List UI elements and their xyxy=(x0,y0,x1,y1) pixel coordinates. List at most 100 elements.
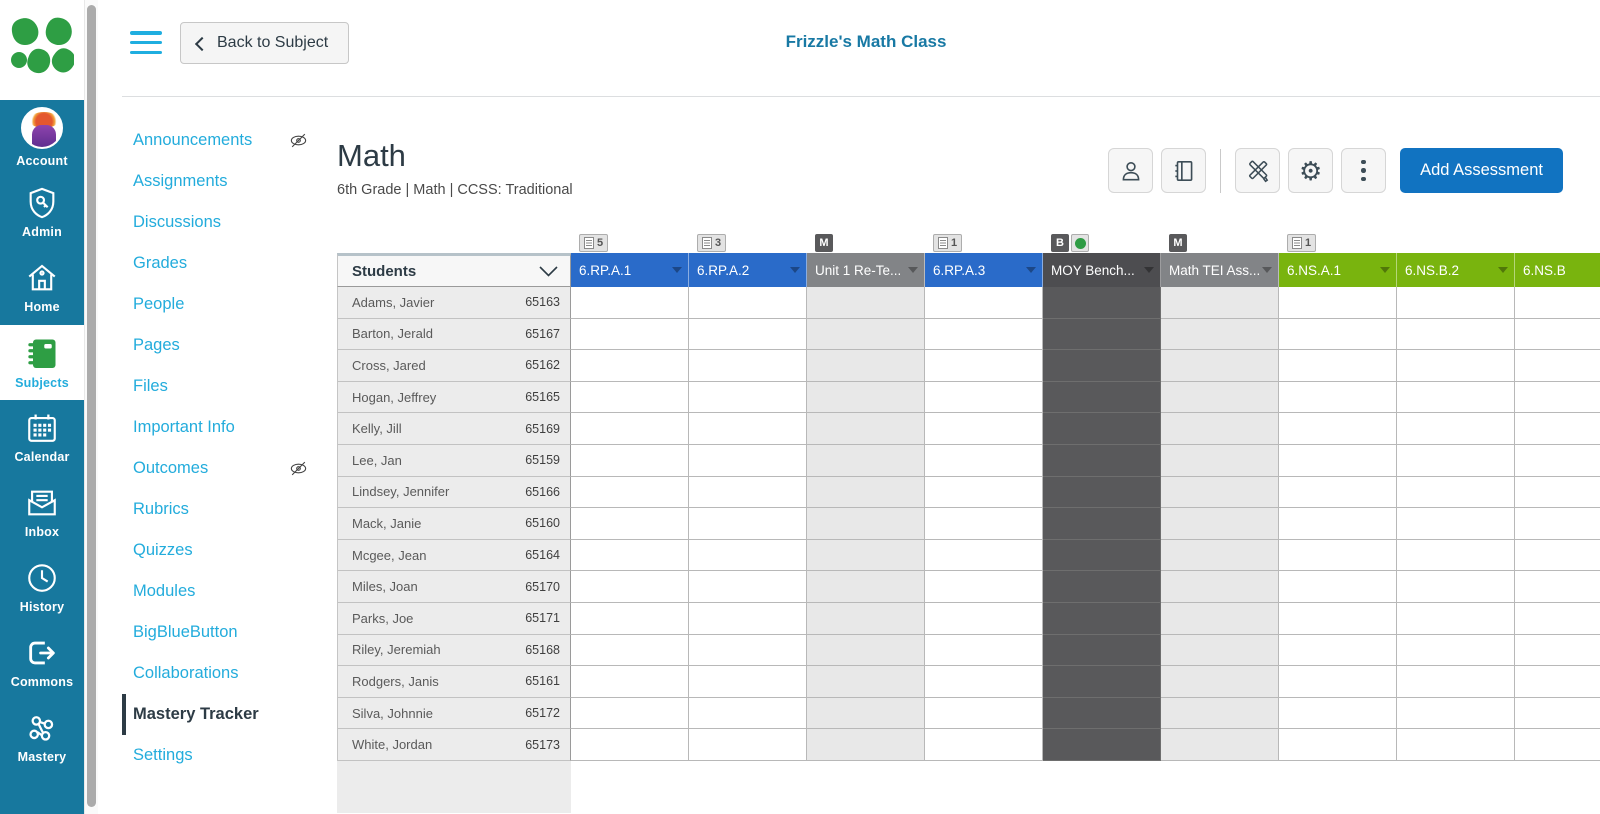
score-cell[interactable] xyxy=(1279,444,1397,477)
score-cell[interactable] xyxy=(1515,634,1600,667)
score-cell[interactable] xyxy=(1515,602,1600,635)
score-cell[interactable] xyxy=(1043,413,1161,445)
sidebar-item-commons[interactable]: Commons xyxy=(0,625,84,700)
score-cell[interactable] xyxy=(1161,571,1279,603)
score-cell[interactable] xyxy=(1161,697,1279,730)
score-cell[interactable] xyxy=(807,729,925,761)
sidebar-item-home[interactable]: Home xyxy=(0,250,84,325)
score-cell[interactable] xyxy=(571,350,689,382)
student-cell[interactable]: White, Jordan 65173 xyxy=(337,729,571,761)
student-cell[interactable]: Lindsey, Jennifer 65166 xyxy=(337,476,571,509)
score-cell[interactable] xyxy=(1279,508,1397,540)
score-cell[interactable] xyxy=(689,571,807,603)
score-cell[interactable] xyxy=(807,634,925,667)
score-cell[interactable] xyxy=(807,666,925,698)
student-cell[interactable]: Hogan, Jeffrey 65165 xyxy=(337,381,571,414)
score-cell[interactable] xyxy=(1043,508,1161,540)
score-cell[interactable] xyxy=(1161,476,1279,509)
score-cell[interactable] xyxy=(689,413,807,445)
score-cell[interactable] xyxy=(1279,350,1397,382)
dropdown-arrow-icon[interactable] xyxy=(1262,267,1272,273)
score-cell[interactable] xyxy=(1043,350,1161,382)
score-cell[interactable] xyxy=(1515,476,1600,509)
score-cell[interactable] xyxy=(1515,666,1600,698)
score-cell[interactable] xyxy=(807,602,925,635)
score-cell[interactable] xyxy=(571,666,689,698)
course-nav-item-assignments[interactable]: Assignments xyxy=(122,161,308,202)
sidebar-item-mastery[interactable]: Mastery xyxy=(0,700,84,775)
score-cell[interactable] xyxy=(1043,539,1161,572)
score-cell[interactable] xyxy=(1515,539,1600,572)
score-cell[interactable] xyxy=(1397,666,1515,698)
student-cell[interactable]: Kelly, Jill 65169 xyxy=(337,413,571,445)
score-cell[interactable] xyxy=(807,539,925,572)
assessment-column-header[interactable]: Unit 1 Re-Te... xyxy=(807,253,925,287)
student-cell[interactable]: Rodgers, Janis 65161 xyxy=(337,666,571,698)
score-cell[interactable] xyxy=(807,697,925,730)
score-cell[interactable] xyxy=(1043,318,1161,351)
score-cell[interactable] xyxy=(925,350,1043,382)
score-cell[interactable] xyxy=(1397,444,1515,477)
dropdown-arrow-icon[interactable] xyxy=(672,267,682,273)
student-cell[interactable]: Lee, Jan 65159 xyxy=(337,444,571,477)
course-nav-item-grades[interactable]: Grades xyxy=(122,243,308,284)
course-nav-item-mastery-tracker[interactable]: Mastery Tracker xyxy=(122,694,308,735)
score-cell[interactable] xyxy=(571,571,689,603)
score-cell[interactable] xyxy=(1397,350,1515,382)
score-cell[interactable] xyxy=(1161,287,1279,319)
sidebar-item-calendar[interactable]: Calendar xyxy=(0,400,84,475)
gradebook-button[interactable] xyxy=(1161,148,1207,193)
score-cell[interactable] xyxy=(1161,634,1279,667)
score-cell[interactable] xyxy=(1279,571,1397,603)
score-cell[interactable] xyxy=(1161,539,1279,572)
student-cell[interactable]: Riley, Jeremiah 65168 xyxy=(337,634,571,667)
score-cell[interactable] xyxy=(571,729,689,761)
sidebar-item-admin[interactable]: Admin xyxy=(0,175,84,250)
score-cell[interactable] xyxy=(571,602,689,635)
score-cell[interactable] xyxy=(1397,697,1515,730)
score-cell[interactable] xyxy=(1043,287,1161,319)
score-cell[interactable] xyxy=(1397,508,1515,540)
assessment-column-header[interactable]: 6.RP.A.3 xyxy=(925,253,1043,287)
score-cell[interactable] xyxy=(1161,413,1279,445)
sidebar-item-inbox[interactable]: Inbox xyxy=(0,475,84,550)
course-nav-item-rubrics[interactable]: Rubrics xyxy=(122,489,308,530)
score-cell[interactable] xyxy=(689,381,807,414)
score-cell[interactable] xyxy=(1161,350,1279,382)
student-cell[interactable]: Barton, Jerald 65167 xyxy=(337,318,571,351)
score-cell[interactable] xyxy=(689,318,807,351)
score-cell[interactable] xyxy=(925,602,1043,635)
score-cell[interactable] xyxy=(1161,602,1279,635)
back-to-subject-button[interactable]: Back to Subject xyxy=(180,22,350,64)
score-cell[interactable] xyxy=(1397,571,1515,603)
score-cell[interactable] xyxy=(689,476,807,509)
score-cell[interactable] xyxy=(1279,602,1397,635)
score-cell[interactable] xyxy=(571,476,689,509)
score-cell[interactable] xyxy=(925,381,1043,414)
assessment-column-header[interactable]: 6.RP.A.1 xyxy=(571,253,689,287)
dropdown-arrow-icon[interactable] xyxy=(790,267,800,273)
score-cell[interactable] xyxy=(1161,381,1279,414)
assessment-column-header[interactable]: 6.NS.A.1 xyxy=(1279,253,1397,287)
score-cell[interactable] xyxy=(1515,350,1600,382)
score-cell[interactable] xyxy=(571,444,689,477)
student-cell[interactable]: Adams, Javier 65163 xyxy=(337,287,571,319)
score-cell[interactable] xyxy=(807,318,925,351)
sidebar-item-subjects[interactable]: Subjects xyxy=(0,325,84,400)
score-cell[interactable] xyxy=(571,697,689,730)
score-cell[interactable] xyxy=(807,571,925,603)
score-cell[interactable] xyxy=(807,444,925,477)
score-cell[interactable] xyxy=(807,413,925,445)
score-cell[interactable] xyxy=(925,287,1043,319)
score-cell[interactable] xyxy=(1043,634,1161,667)
score-cell[interactable] xyxy=(807,508,925,540)
score-cell[interactable] xyxy=(689,350,807,382)
score-cell[interactable] xyxy=(807,287,925,319)
assessment-column-header[interactable]: 6.RP.A.2 xyxy=(689,253,807,287)
score-cell[interactable] xyxy=(1397,287,1515,319)
score-cell[interactable] xyxy=(1515,318,1600,351)
student-cell[interactable]: Cross, Jared 65162 xyxy=(337,350,571,382)
score-cell[interactable] xyxy=(1279,729,1397,761)
student-cell[interactable]: Mcgee, Jean 65164 xyxy=(337,539,571,572)
course-nav-item-modules[interactable]: Modules xyxy=(122,571,308,612)
